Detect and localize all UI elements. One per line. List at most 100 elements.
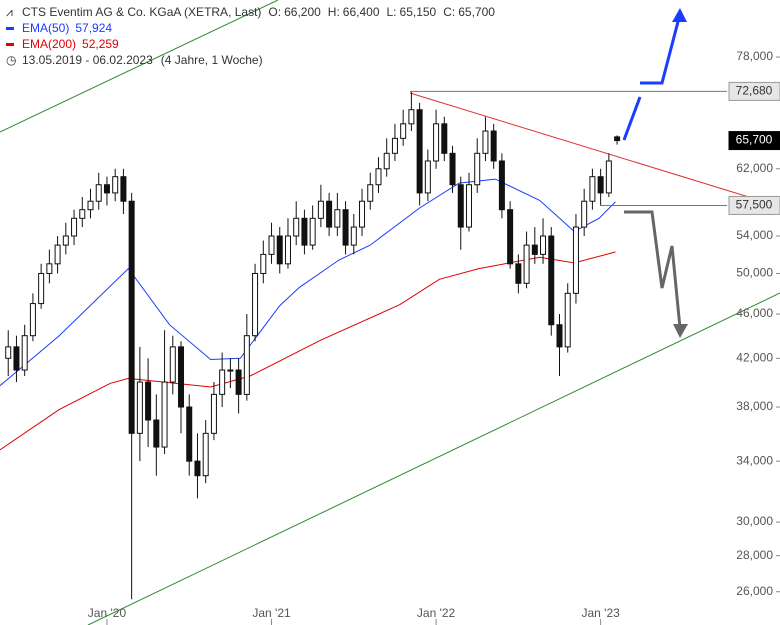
ohlc-value: 65,150 [399,5,437,19]
y-tick-label: 62,000 [736,161,773,175]
candle-body [597,176,604,194]
instrument-title: CTS Eventim AG & Co. KGaA (XETRA, Last) [22,5,262,19]
ohlc-value: 66,400 [342,5,380,19]
candle-body [194,460,201,477]
price-marker-box [728,81,780,101]
scenario-arrow [622,96,642,141]
candle-body [375,168,382,186]
ohlc-name: O: [268,5,282,19]
candle-body [441,123,448,154]
candle-body [54,244,61,265]
candle-body [161,381,168,448]
price-marker-label: 65,700 [736,133,773,147]
candle-body [284,235,291,265]
candle-body [408,109,415,125]
candle-body [614,136,621,142]
candle-body [87,200,94,211]
icon: ⩘ [6,5,13,19]
y-tick-label: 78,000 [736,49,773,63]
trend-line [409,92,753,199]
candle-body [21,335,28,371]
candle-body [474,152,481,186]
price-marker-label: 57,500 [736,198,773,212]
trend-line [87,292,780,625]
clock-icon: ◷ [6,53,17,67]
y-tick-label: 34,000 [736,453,773,467]
ema-line [0,251,616,451]
candle-body [128,200,135,434]
scenario-arrow [624,210,682,329]
candle-body [186,406,193,462]
candle-body [235,369,242,395]
candle-body [342,209,349,246]
y-tick-label: 28,000 [736,548,773,562]
candle-body [498,160,505,211]
candle-body [317,200,324,219]
candle-body [46,263,53,274]
y-tick-label: 26,000 [736,584,773,598]
candle-body [367,184,374,202]
candle-body [391,137,398,154]
candle-body [169,346,176,383]
legend-value: 52,259 [82,37,119,51]
candle-body [540,235,547,255]
candle-body [103,184,110,194]
candle-body [301,217,308,246]
x-tick-label: Jan '23 [581,606,620,620]
price-marker-box [728,195,780,215]
legend-title-row: ⩘ CTS Eventim AG & Co. KGaA (XETRA, Last)… [6,4,495,20]
arrow-head [673,324,688,338]
candle-body [564,292,571,348]
candle-body [465,184,472,228]
candle-body [581,200,588,228]
candle-body [449,152,456,186]
price-marker-box [728,131,780,151]
candle-body [79,209,86,219]
candle-body [276,235,283,265]
candle-body [531,244,538,255]
candle-body [482,130,489,154]
candle-body [400,123,407,139]
legend-swatch [6,26,14,30]
candle-body [268,235,275,255]
candle-body [95,184,102,202]
candle-body [5,346,12,359]
candle-body [350,226,357,246]
y-tick-label: 42,000 [736,350,773,364]
y-tick-label: 38,000 [736,399,773,413]
candle-body [38,272,45,305]
legend-name: EMA(200) [22,37,77,51]
candle-body [219,369,226,395]
candle-body [178,346,185,408]
date-range: 13.05.2019 - 06.02.2023 [22,53,153,67]
candle-body [62,235,69,246]
candle-body [589,176,596,202]
candle-body [13,346,20,371]
scenario-arrow [640,13,682,85]
legend-row: EMA(50) 57,924 [6,20,495,36]
candle-body [112,176,119,194]
candle-body [507,209,514,265]
x-tick-label: Jan '21 [252,606,291,620]
candle-body [71,217,78,237]
candle-body [523,244,530,284]
candle-body [326,200,333,228]
candle-body [457,184,464,228]
candle-body [145,381,152,421]
legend: ⩘ CTS Eventim AG & Co. KGaA (XETRA, Last)… [6,4,495,68]
ohlc-name: C: [443,5,456,19]
ohlc-value: 66,200 [284,5,321,19]
x-tick-label: Jan '22 [417,606,456,620]
candle-body [120,176,127,202]
candle-body [605,160,612,194]
candle-body [293,217,300,237]
legend-row: EMA(200) 52,259 [6,36,495,52]
trend-line [0,0,279,133]
candle-body [243,335,250,395]
candle-body [424,160,431,194]
ema-line [0,178,616,387]
ohlc-name: L: [386,5,397,19]
ohlc-name: H: [327,5,340,19]
candle-body [260,253,267,274]
